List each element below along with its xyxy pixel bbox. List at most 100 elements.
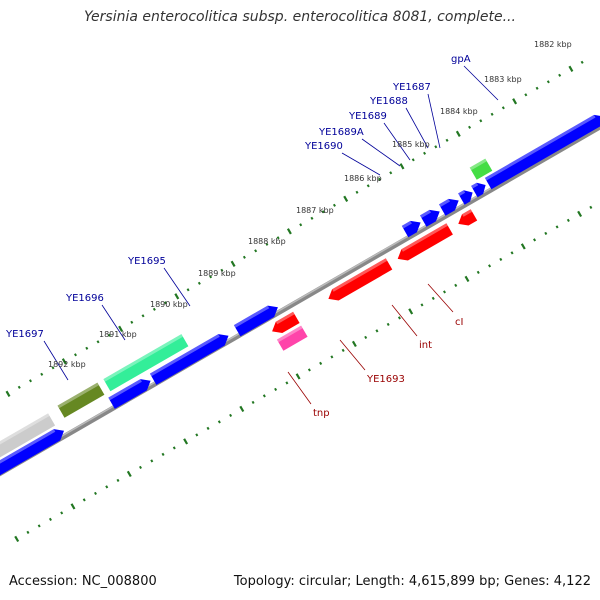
outer-tick	[174, 293, 180, 300]
gene-forward-shine	[233, 305, 270, 328]
gene-reverse	[328, 258, 393, 301]
label-YE1697-leader	[43, 340, 69, 381]
ruler-label: 1885 kbp	[392, 140, 430, 149]
outer-tick	[355, 190, 359, 194]
inner-tick	[510, 251, 514, 255]
outer-tick	[399, 163, 405, 170]
gene-forward	[420, 209, 440, 227]
feature-layer	[0, 114, 600, 476]
gene-forward	[233, 305, 278, 337]
outer-tick	[242, 255, 246, 259]
backbone-line	[0, 124, 600, 477]
outer-tick	[164, 301, 168, 305]
gene-forward-shine	[149, 334, 220, 377]
gene-forward-shine	[420, 209, 431, 218]
label-YE1689-leader	[383, 122, 411, 161]
gene-magenta	[276, 325, 308, 351]
gene-reverse-shine	[401, 223, 448, 252]
inner-tick	[544, 231, 548, 235]
gene-reverse-shine	[462, 209, 473, 217]
outer-tick	[501, 106, 505, 110]
gene-reverse	[397, 223, 453, 261]
outer-tick	[378, 177, 381, 181]
outer-tick	[455, 130, 461, 137]
inner-tick	[60, 511, 64, 515]
inner-tick	[488, 264, 492, 268]
inner-tick	[229, 413, 233, 417]
inner-tick	[555, 225, 559, 229]
outer-tick	[411, 158, 415, 162]
gene-forward	[108, 379, 151, 409]
outer-tick	[276, 236, 280, 240]
ruler-label: 1892 kbp	[48, 360, 86, 369]
inner-tick	[172, 446, 176, 450]
ruler-labels: 1882 kbp 1883 kbp 1884 kbp 1885 kbp 1886 kbp…	[48, 40, 572, 369]
gene-forward	[149, 334, 229, 385]
label-int-leader	[391, 304, 418, 337]
outer-tick	[197, 281, 201, 285]
gene-forward-shine	[108, 379, 142, 401]
inner-tick	[589, 205, 593, 210]
outer-tick	[5, 390, 11, 397]
inner-tick	[195, 433, 199, 437]
outer-tick	[321, 210, 325, 214]
gene-green-highlight-shine	[469, 158, 487, 171]
inner-tick	[319, 361, 323, 366]
label-cI: cI	[455, 317, 463, 328]
gene-forward	[458, 190, 473, 205]
outer-tick	[535, 86, 539, 90]
gene-forward-shine	[401, 220, 412, 229]
outer-tick	[186, 288, 190, 292]
gene-forward-shine	[458, 190, 466, 196]
outer-tick	[118, 325, 124, 332]
inner-tick	[161, 452, 165, 457]
ruler-label: 1887 kbp	[296, 206, 334, 215]
outer-tick	[130, 320, 134, 324]
label-YE1696: YE1696	[65, 293, 104, 304]
inner-tick	[431, 296, 435, 301]
gene-grey-shine	[0, 413, 50, 445]
inner-tick	[408, 308, 414, 315]
inner-tick	[295, 373, 301, 380]
label-YE1693-leader	[339, 339, 366, 371]
inner-tick	[82, 498, 86, 502]
gene-forward-shine	[0, 429, 56, 464]
label-YE1689: YE1689	[348, 111, 387, 122]
gene-magenta-shine	[276, 325, 303, 343]
gene-forward	[484, 114, 600, 190]
gene-olive-shine	[57, 382, 99, 409]
inner-tick	[48, 517, 52, 522]
inner-tick	[94, 491, 97, 495]
label-callouts: gpA YE1687 YE1688 YE1689 YE1689A YE1690 YE1695…	[5, 54, 499, 419]
ruler-label: 1890 kbp	[150, 300, 188, 309]
outer-tick	[220, 268, 224, 272]
outer-tick-ruler	[5, 60, 584, 397]
inner-tick	[150, 459, 154, 463]
outer-tick	[343, 195, 349, 202]
inner-tick	[341, 348, 345, 353]
ruler-label: 1889 kbp	[198, 269, 236, 278]
label-YE1688: YE1688	[369, 96, 408, 107]
outer-tick	[61, 358, 67, 365]
ruler-label: 1883 kbp	[484, 75, 522, 84]
label-gpA-leader	[463, 65, 499, 101]
inner-tick	[330, 355, 334, 359]
gene-reverse	[458, 209, 478, 226]
inner-tick	[375, 329, 379, 333]
inner-tick	[454, 283, 458, 288]
outer-tick	[286, 228, 292, 235]
inner-tick	[351, 340, 357, 348]
gene-olive	[57, 382, 105, 418]
inner-tick	[364, 335, 368, 339]
inner-tick	[126, 470, 132, 478]
outer-tick	[546, 80, 550, 84]
label-YE1696-leader	[101, 304, 126, 341]
inner-tick	[520, 243, 526, 250]
outer-tick	[51, 366, 55, 370]
outer-tick	[468, 125, 472, 129]
outer-tick	[265, 242, 269, 246]
outer-tick	[389, 171, 393, 175]
inner-tick	[37, 524, 41, 528]
ruler-label: 1886 kbp	[344, 174, 382, 183]
